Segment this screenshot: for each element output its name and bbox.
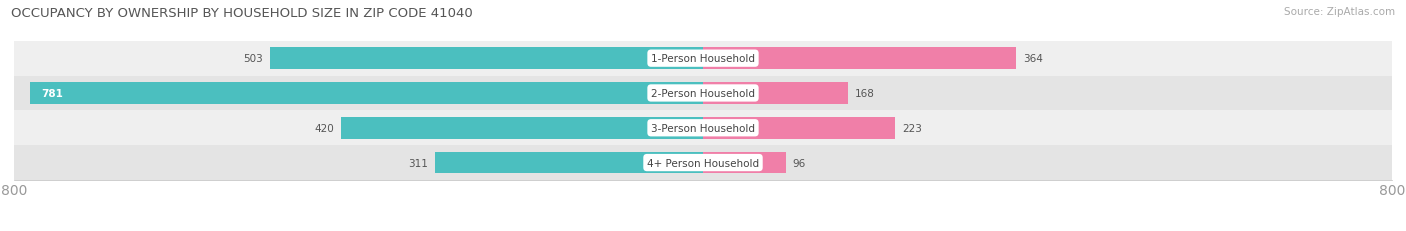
Text: 420: 420 bbox=[315, 123, 335, 133]
Text: 223: 223 bbox=[901, 123, 922, 133]
Bar bbox=[703, 48, 1017, 70]
Bar bbox=[270, 48, 703, 70]
Bar bbox=[342, 118, 703, 139]
Bar bbox=[14, 76, 1392, 111]
Text: 2-Person Household: 2-Person Household bbox=[651, 88, 755, 99]
Bar bbox=[703, 83, 848, 104]
Bar bbox=[14, 42, 1392, 76]
Bar bbox=[14, 111, 1392, 146]
Text: 96: 96 bbox=[793, 158, 806, 168]
Text: 3-Person Household: 3-Person Household bbox=[651, 123, 755, 133]
Text: 364: 364 bbox=[1024, 54, 1043, 64]
Text: 503: 503 bbox=[243, 54, 263, 64]
Text: 1-Person Household: 1-Person Household bbox=[651, 54, 755, 64]
Text: 4+ Person Household: 4+ Person Household bbox=[647, 158, 759, 168]
Bar bbox=[436, 152, 703, 174]
Bar bbox=[31, 83, 703, 104]
Text: Source: ZipAtlas.com: Source: ZipAtlas.com bbox=[1284, 7, 1395, 17]
Text: 168: 168 bbox=[855, 88, 875, 99]
Bar bbox=[703, 118, 896, 139]
Text: 311: 311 bbox=[408, 158, 429, 168]
Bar bbox=[703, 152, 786, 174]
Text: OCCUPANCY BY OWNERSHIP BY HOUSEHOLD SIZE IN ZIP CODE 41040: OCCUPANCY BY OWNERSHIP BY HOUSEHOLD SIZE… bbox=[11, 7, 472, 20]
Text: 781: 781 bbox=[41, 88, 63, 99]
Bar bbox=[14, 146, 1392, 180]
